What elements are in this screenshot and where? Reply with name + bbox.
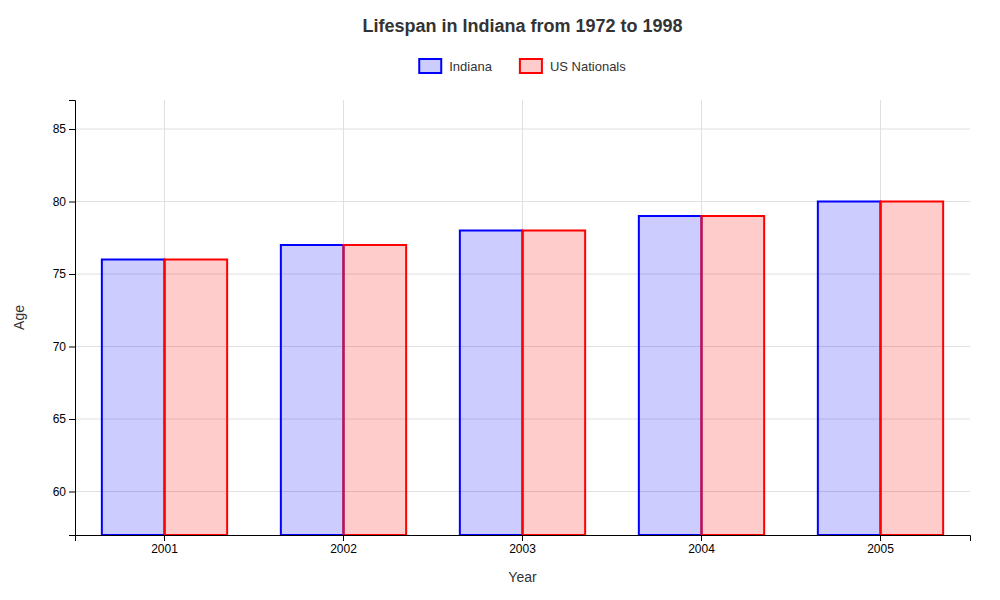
tick-mark	[69, 347, 75, 348]
tick: 75	[53, 267, 75, 281]
legend: Indiana US Nationals	[419, 59, 626, 74]
tick: 2001	[151, 535, 178, 556]
bar	[702, 216, 765, 535]
tick-label: 2001	[151, 542, 178, 556]
legend-swatch	[520, 59, 542, 73]
y-axis-title: Age	[11, 305, 27, 330]
y-axis: 60 65 70 75 80 85	[53, 101, 76, 536]
tick-label: 75	[53, 267, 67, 281]
bar	[281, 245, 344, 535]
axis-line	[69, 101, 76, 536]
tick: 80	[53, 195, 75, 209]
tick-label: 2004	[688, 542, 715, 556]
tick: 85	[53, 122, 75, 136]
tick-label: 2005	[867, 542, 894, 556]
tick: 65	[53, 412, 75, 426]
tick: 2002	[330, 535, 357, 556]
tick-mark	[343, 535, 344, 541]
tick-label: 2002	[330, 542, 357, 556]
tick-label: 85	[53, 122, 67, 136]
tick: 2004	[688, 535, 715, 556]
tick-mark	[164, 535, 165, 541]
tick-label: 70	[53, 340, 67, 354]
tick-label: 60	[53, 485, 67, 499]
tick-mark	[701, 535, 702, 541]
tick-label: 80	[53, 195, 67, 209]
tick-mark	[69, 419, 75, 420]
tick-mark	[522, 535, 523, 541]
bar	[881, 202, 944, 536]
x-axis-title: Year	[508, 569, 537, 585]
tick-mark	[69, 274, 75, 275]
axis-line	[76, 536, 971, 542]
tick-mark	[880, 535, 881, 541]
plot-area: 2001 2002 2003 2004 2005 60 65 70 75 80 85	[53, 100, 971, 556]
tick-label: 2003	[509, 542, 536, 556]
bar	[460, 231, 523, 536]
tick: 2003	[509, 535, 536, 556]
tick: 60	[53, 485, 75, 499]
bar	[818, 202, 881, 536]
legend-item: Indiana	[419, 59, 492, 74]
legend-item: US Nationals	[520, 59, 626, 74]
legend-label: Indiana	[449, 59, 492, 74]
bar-series	[102, 202, 881, 536]
tick: 70	[53, 340, 75, 354]
chart: 2001 2002 2003 2004 2005 60 65 70 75 80 85 Year Age L…	[0, 0, 1000, 600]
tick-mark	[69, 129, 75, 130]
title: Lifespan in Indiana from 1972 to 1998	[362, 16, 682, 36]
tick-label: 65	[53, 412, 67, 426]
legend-label: US Nationals	[550, 59, 626, 74]
tick-mark	[69, 492, 75, 493]
grid	[75, 100, 970, 535]
bar	[523, 231, 586, 536]
legend-swatch	[419, 59, 441, 73]
bars	[102, 202, 943, 536]
bar	[165, 260, 228, 536]
x-axis: 2001 2002 2003 2004 2005	[76, 535, 971, 556]
bar	[344, 245, 407, 535]
bar	[639, 216, 702, 535]
bar-series	[165, 202, 944, 536]
bar	[102, 260, 165, 536]
tick-mark	[69, 202, 75, 203]
tick: 2005	[867, 535, 894, 556]
